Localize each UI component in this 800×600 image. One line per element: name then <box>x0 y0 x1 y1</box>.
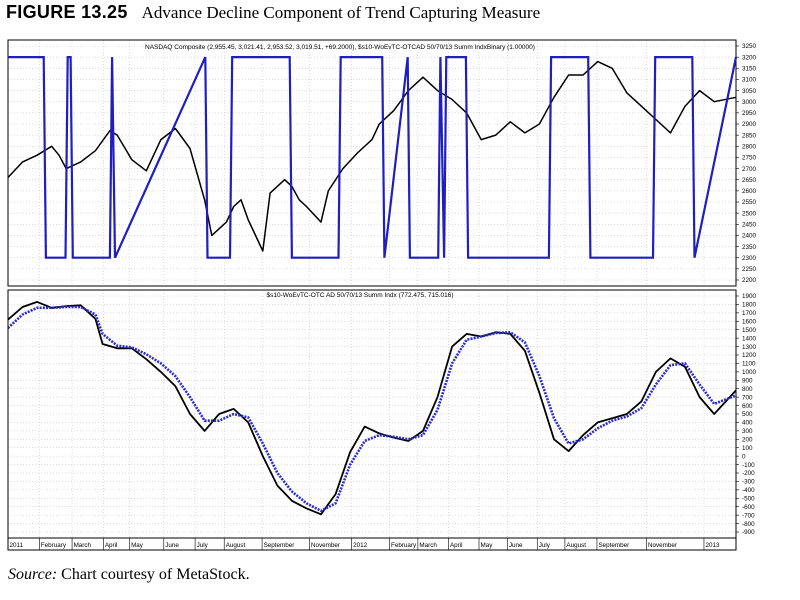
top-y-tick-label: 2650 <box>742 177 757 184</box>
x-tick-label: November <box>311 542 340 549</box>
trigger-line <box>7 305 737 513</box>
top-y-tick-label: 2950 <box>742 110 757 117</box>
bottom-y-tick-label: 800 <box>742 386 753 393</box>
bottom-y-tick-label: 500 <box>742 411 753 418</box>
top-y-tick-label: 2250 <box>742 266 757 273</box>
x-tick-label: August <box>566 542 586 549</box>
top-y-tick-label: 2700 <box>742 166 757 173</box>
top-y-axis: 2200 2250 2300 2350 2400 2450 2500 2550 2600 2650… <box>736 43 757 284</box>
top-grid <box>7 40 736 286</box>
x-tick-label: September <box>598 542 629 549</box>
top-y-tick-label: 2800 <box>742 143 757 150</box>
bottom-y-tick-label: 1900 <box>742 293 757 300</box>
top-y-tick-label: 2350 <box>742 244 757 251</box>
bottom-y-tick-label: 1200 <box>742 352 757 359</box>
top-y-tick-label: 2550 <box>742 199 757 206</box>
bottom-y-tick-label: 1800 <box>742 302 757 309</box>
bottom-y-axis: 1900180017001600150014001300120011001000… <box>736 293 757 536</box>
figure-caption: Advance Decline Component of Trend Captu… <box>141 3 541 22</box>
bottom-y-tick-label: 100 <box>742 445 753 452</box>
top-y-tick-label: 2750 <box>742 155 757 162</box>
bottom-y-tick-label: 1600 <box>742 318 757 325</box>
x-tick-label: March <box>74 542 92 549</box>
bottom-y-tick-label: -800 <box>742 521 755 528</box>
x-tick-label: April <box>450 542 463 549</box>
bottom-y-tick-label: -500 <box>742 495 755 502</box>
bottom-y-tick-label: 1500 <box>742 327 757 334</box>
x-tick-label: May <box>131 542 144 549</box>
bottom-chart-title: $s10-WoEvTC-OTC AD 50/70/13 Summ Indx (7… <box>266 292 453 299</box>
top-y-tick-label: 2450 <box>742 221 757 228</box>
bottom-grid <box>7 290 736 538</box>
bottom-y-tick-label: -900 <box>742 529 755 536</box>
top-y-tick-label: 3150 <box>742 65 757 72</box>
bottom-y-tick-label: 1300 <box>742 344 757 351</box>
x-tick-label: August <box>226 542 246 549</box>
source-label: Source: <box>8 566 58 583</box>
top-y-tick-label: 3050 <box>742 88 757 95</box>
bottom-y-tick-label: 0 <box>742 453 746 460</box>
top-chart-title: NASDAQ Composite (2,955.45, 3,021.41, 2,… <box>145 44 535 51</box>
bottom-y-tick-label: -400 <box>742 487 755 494</box>
x-tick-label: June <box>509 542 523 549</box>
top-y-tick-label: 3250 <box>742 43 757 50</box>
bottom-y-tick-label: -600 <box>742 504 755 511</box>
bottom-y-tick-label: -700 <box>742 512 755 519</box>
x-tick-label: 2012 <box>353 542 368 549</box>
bottom-y-tick-label: 1100 <box>742 361 756 368</box>
x-tick-label: 2011 <box>10 542 24 549</box>
bottom-y-tick-label: 900 <box>742 377 753 384</box>
bottom-y-tick-label: -300 <box>742 479 755 486</box>
bottom-y-tick-label: 600 <box>742 403 753 410</box>
source-text: Chart courtesy of MetaStock. <box>61 566 250 583</box>
x-tick-label: February <box>391 542 417 549</box>
x-tick-label: March <box>419 542 437 549</box>
figure-number: FIGURE 13.25 <box>6 2 128 22</box>
binary-signal-line <box>8 56 738 259</box>
bottom-y-tick-label: 400 <box>742 420 753 427</box>
figure-title: FIGURE 13.25 Advance Decline Component o… <box>6 2 540 26</box>
x-tick-label: February <box>41 542 67 549</box>
bottom-y-tick-label: -200 <box>742 470 755 477</box>
bottom-y-tick-label: 1700 <box>742 310 757 317</box>
x-tick-label: June <box>165 542 179 549</box>
bottom-y-tick-label: 700 <box>742 394 753 401</box>
x-tick-label: November <box>648 542 677 549</box>
bottom-y-tick-label: 200 <box>742 436 753 443</box>
bottom-y-tick-label: 1400 <box>742 335 757 342</box>
top-y-tick-label: 2900 <box>742 121 757 128</box>
top-y-tick-label: 3200 <box>742 54 757 61</box>
summ-indx-line <box>7 301 737 516</box>
top-y-tick-label: 2500 <box>742 210 757 217</box>
x-tick-label: May <box>481 542 494 549</box>
top-plot-frame <box>7 39 737 287</box>
top-y-tick-label: 2600 <box>742 188 757 195</box>
x-axis: 2011 February March April May June July August S… <box>7 538 720 550</box>
top-y-tick-label: 2400 <box>742 233 757 240</box>
nasdaq-price-line <box>7 60 737 252</box>
top-y-tick-label: 2300 <box>742 255 757 262</box>
top-y-tick-label: 2850 <box>742 132 757 139</box>
bottom-y-tick-label: -100 <box>742 462 755 469</box>
x-tick-label: April <box>105 542 118 549</box>
top-y-tick-label: 2200 <box>742 277 757 284</box>
x-tick-label: 2013 <box>705 542 720 549</box>
top-y-tick-label: 3100 <box>742 77 757 84</box>
bottom-series-group <box>7 301 737 516</box>
bottom-y-tick-label: 300 <box>742 428 753 435</box>
bottom-y-tick-label: 1000 <box>742 369 757 376</box>
x-tick-label: July <box>539 542 551 549</box>
chart-canvas: NASDAQ Composite (2,955.45, 3,021.41, 2,… <box>7 39 757 551</box>
chart-panel: NASDAQ Composite (2,955.45, 3,021.41, 2,… <box>0 36 800 556</box>
top-y-tick-label: 3000 <box>742 99 757 106</box>
x-tick-label: July <box>197 542 209 549</box>
x-tick-label: September <box>264 542 295 549</box>
top-series-group <box>7 56 738 259</box>
source-note: Source: Chart courtesy of MetaStock. <box>8 566 250 584</box>
